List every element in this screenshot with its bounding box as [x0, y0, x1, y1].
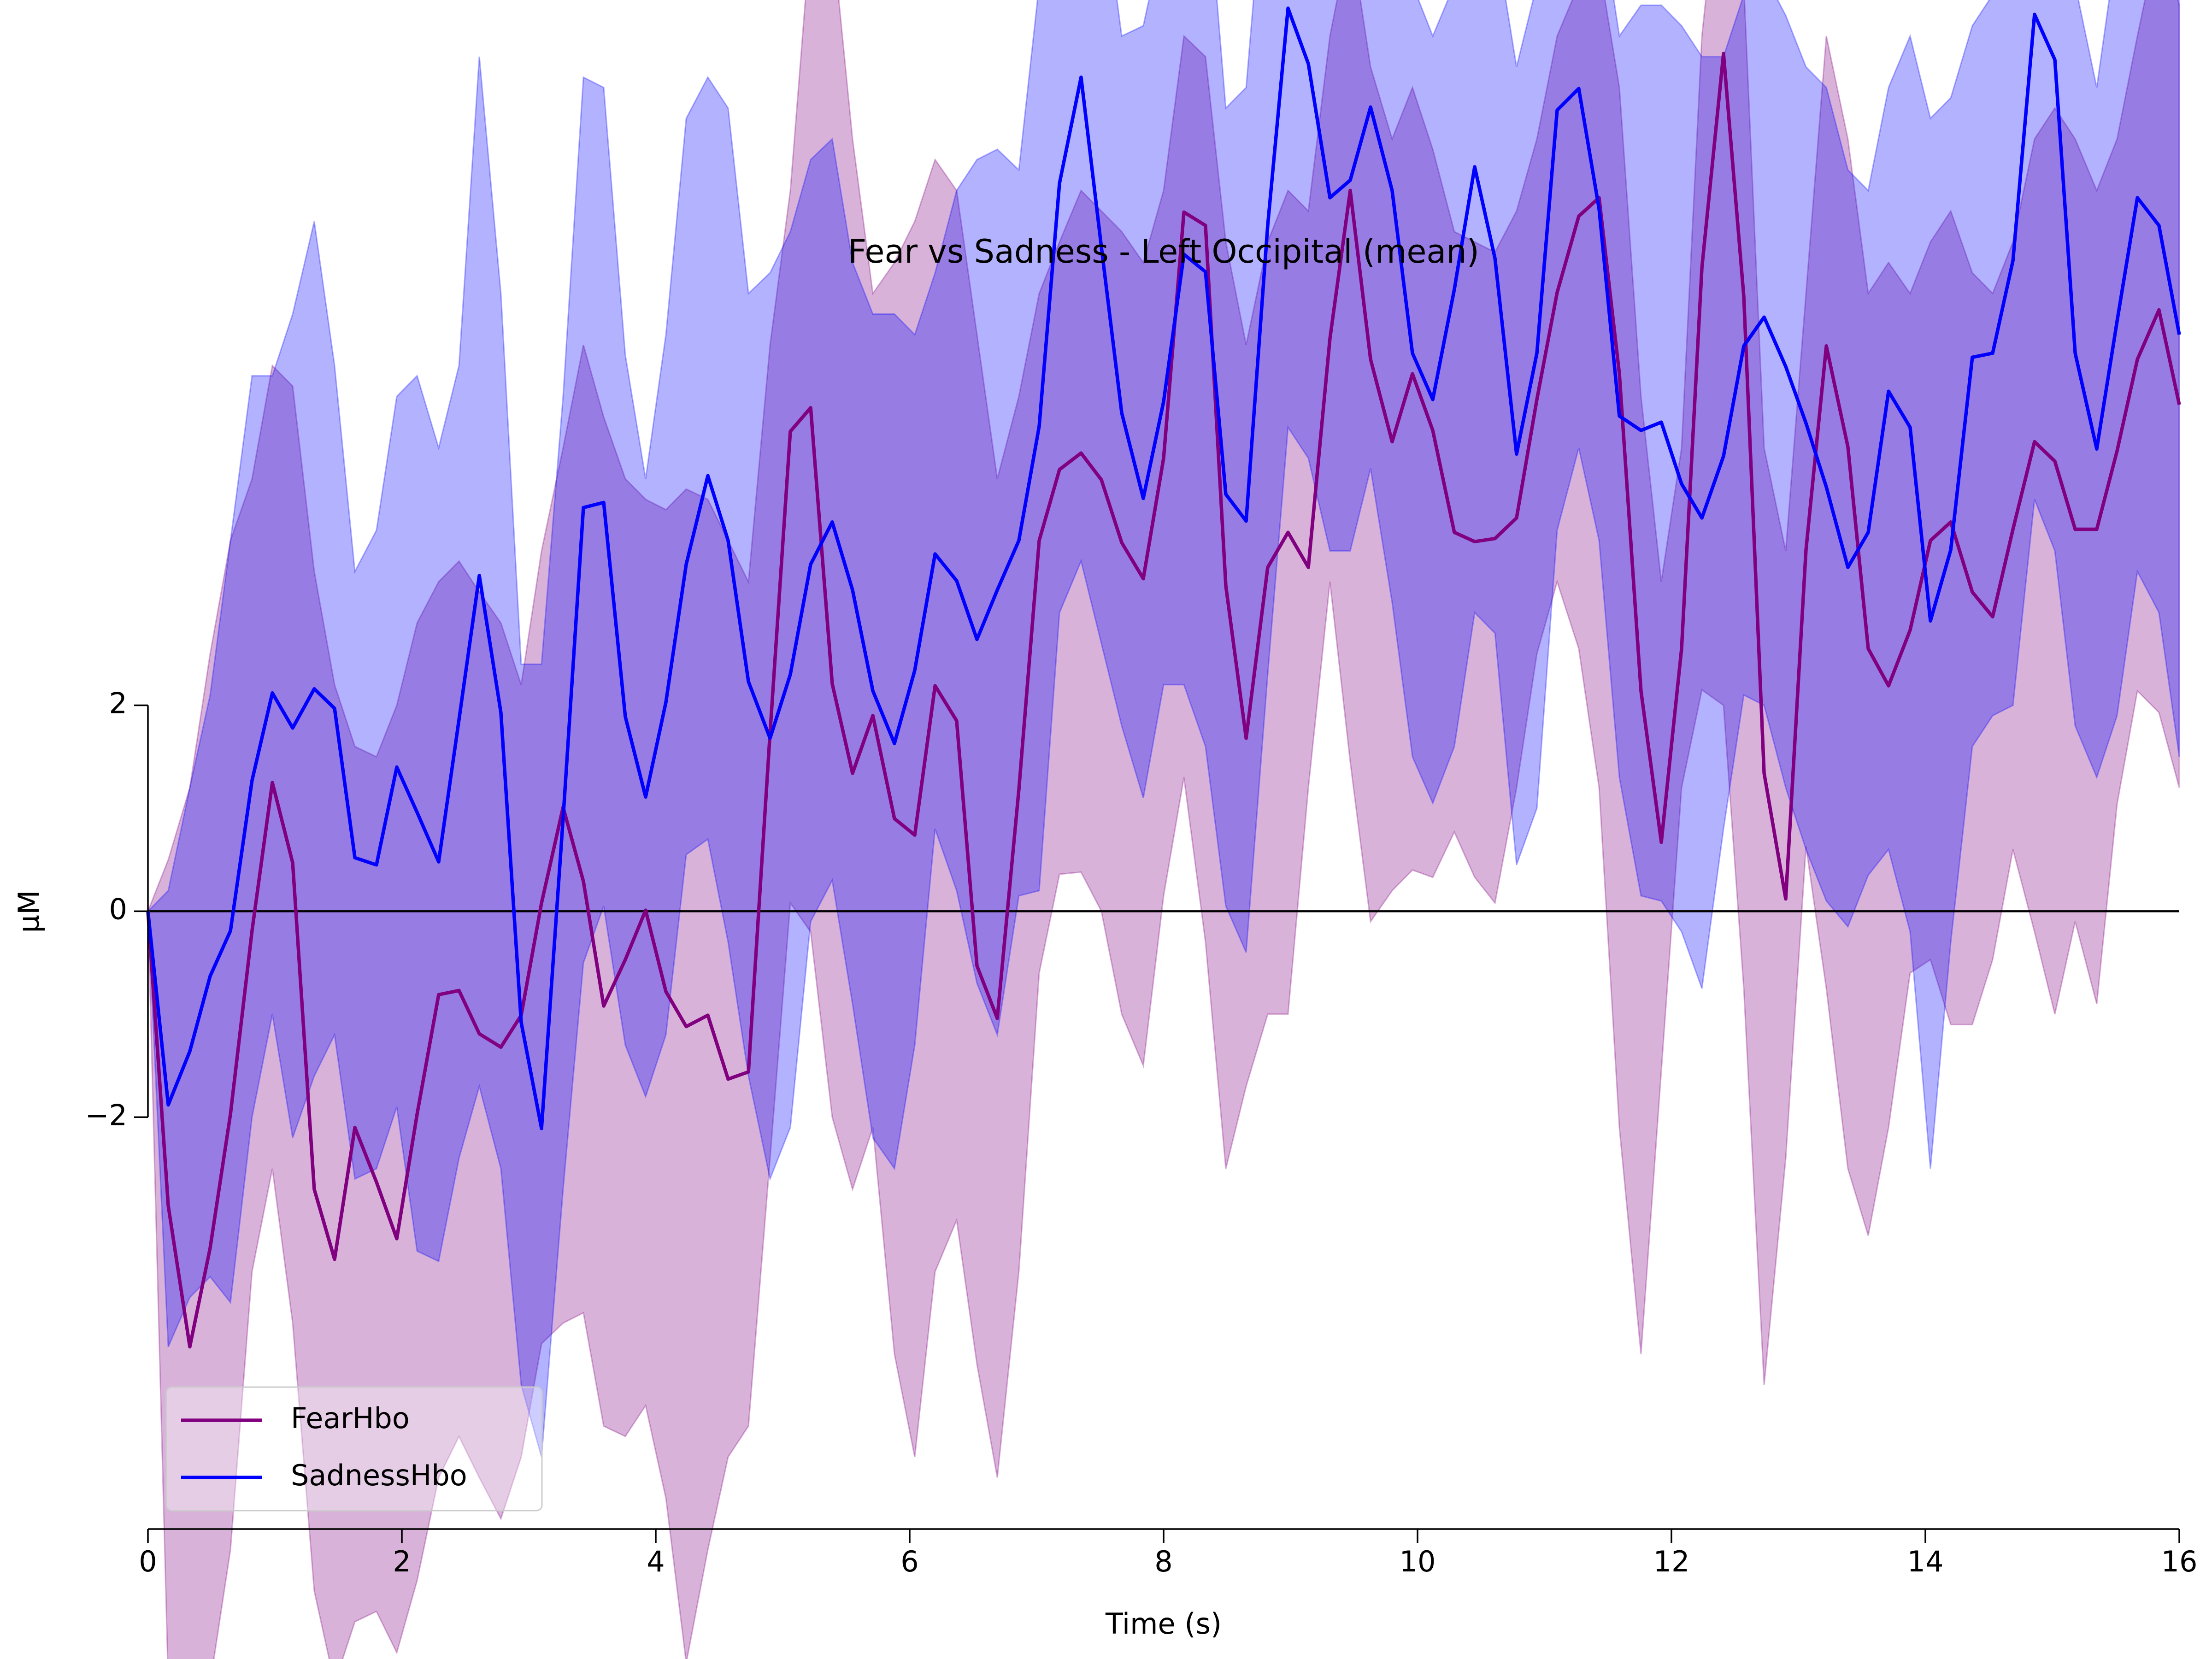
y-tick-label: −2: [85, 1098, 127, 1132]
series-line: [146, 6, 2181, 1130]
legend-box: [165, 1386, 543, 1512]
x-tick-label: 12: [1653, 1545, 1690, 1578]
legend: FearHbo SadnessHbo: [165, 1386, 543, 1512]
axes: 0 2 4 6 8 10 12 14 16 −2 0 2: [85, 687, 2198, 1578]
x-axis-label: Time (s): [1105, 1607, 1222, 1641]
x-tick-label: 2: [393, 1545, 411, 1578]
y-axis-label: μM: [12, 890, 46, 933]
x-tick-label: 16: [2161, 1545, 2198, 1578]
legend-label: FearHbo: [291, 1401, 410, 1435]
x-tick-label: 8: [1154, 1545, 1172, 1578]
series-line: [146, 52, 2181, 1349]
x-tick-label: 6: [900, 1545, 918, 1578]
y-tick-label: 2: [109, 687, 127, 720]
x-tick-label: 0: [139, 1545, 157, 1578]
x-tick-label: 10: [1400, 1545, 1436, 1578]
confidence-band: [147, 0, 2180, 1458]
x-tick-label: 4: [647, 1545, 665, 1578]
x-tick-label: 14: [1907, 1545, 1944, 1578]
y-tick-label: 0: [109, 892, 127, 926]
chart-title: Fear vs Sadness - Left Occipital (mean): [848, 233, 1479, 271]
lines: [146, 6, 2181, 1349]
legend-label: SadnessHbo: [291, 1459, 467, 1492]
